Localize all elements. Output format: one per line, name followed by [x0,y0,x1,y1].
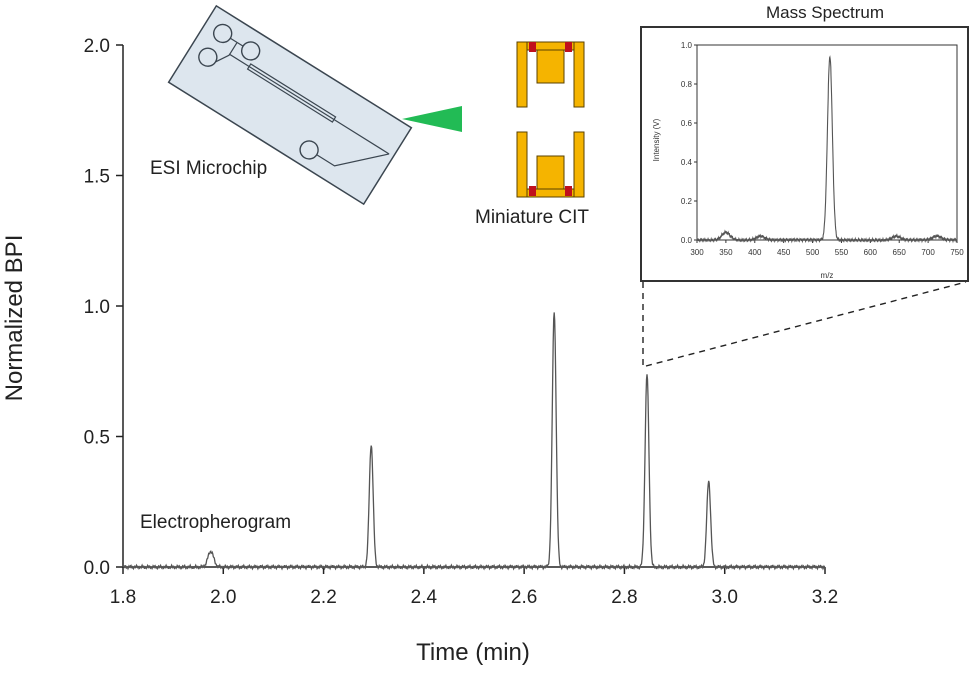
x-tick-label: 2.2 [310,587,336,608]
inset-x-tick-label: 600 [864,248,878,257]
x-tick-label: 2.0 [210,587,236,608]
chip-channel [228,53,390,167]
inset-x-tick-label: 750 [950,248,964,257]
inset-x-tick-label: 450 [777,248,791,257]
y-tick-label: 1.0 [84,297,110,318]
trap-endcap [516,41,528,108]
inset-axes [696,44,958,241]
inset-trace [696,55,958,244]
inset-x-title: m/z [821,271,834,280]
trace-label: Electropherogram [140,512,291,533]
inset-x-tick-label: 650 [893,248,907,257]
inset-x-tick-label: 700 [921,248,935,257]
x-tick-label: 2.8 [611,587,637,608]
inset-y-tick-label: 0.6 [681,119,693,128]
inset-title: Mass Spectrum [766,3,884,22]
trap-accent [529,186,536,196]
trap-accent [565,186,572,196]
inset-x-tick-label: 500 [806,248,820,257]
inset-series-line [696,55,958,244]
trap-endcap [516,131,528,198]
inset-x-tick-label: 350 [719,248,733,257]
x-tick-label: 3.2 [812,587,838,608]
inset-y-title: Intensity (V) [652,118,661,161]
ion-trap-electrodes [516,41,585,198]
chip-channel [215,37,244,63]
inset-y-tick-label: 0.0 [681,236,693,245]
inset-connector [645,281,967,367]
main-trace [122,312,826,571]
inset-y-tick-label: 0.4 [681,158,693,167]
inset-y-tick-label: 0.2 [681,197,693,206]
inset-y-tick-label: 0.8 [681,80,693,89]
trap-label: Miniature CIT [475,207,589,228]
inset-plot-area [696,44,958,241]
inset-x-tick-label: 300 [690,248,704,257]
x-tick-label: 1.8 [110,587,136,608]
x-tick-label: 3.0 [712,587,738,608]
chip-reservoir [198,47,218,67]
series-line [122,312,826,571]
trap-accent [529,42,536,52]
trap-endcap [573,131,585,198]
spray-cone [402,106,462,132]
inset-x-tick-label: 550 [835,248,849,257]
microchip-diagram [167,4,462,206]
main-ticks: 1.8 2.0 2.2 2.4 2.6 2.8 3.0 3.2 0.0 0.5 1.0 1.5 2.0 [84,36,839,608]
y-tick-label: 1.5 [84,167,110,188]
trap-ring [526,188,575,198]
inset-ticks: 300 350 400 450 500 550 600 650 700 750 0.0 0.2 0.4 0… [681,41,964,257]
x-tick-label: 2.4 [411,587,438,608]
inset-x-tick-label: 400 [748,248,762,257]
inset-y-tick-label: 1.0 [681,41,693,50]
x-axis-title: Time (min) [416,639,530,666]
trap-accent [565,42,572,52]
y-axis-title: Normalized BPI [1,235,28,402]
trap-ring [536,49,565,84]
x-tick-label: 2.6 [511,587,537,608]
y-tick-label: 2.0 [84,36,110,57]
chip-label: ESI Microchip [150,158,267,179]
chip-body [167,4,413,206]
trap-ring [536,155,565,190]
trap-endcap [573,41,585,108]
y-tick-label: 0.0 [84,558,110,579]
y-tick-label: 0.5 [84,428,110,449]
